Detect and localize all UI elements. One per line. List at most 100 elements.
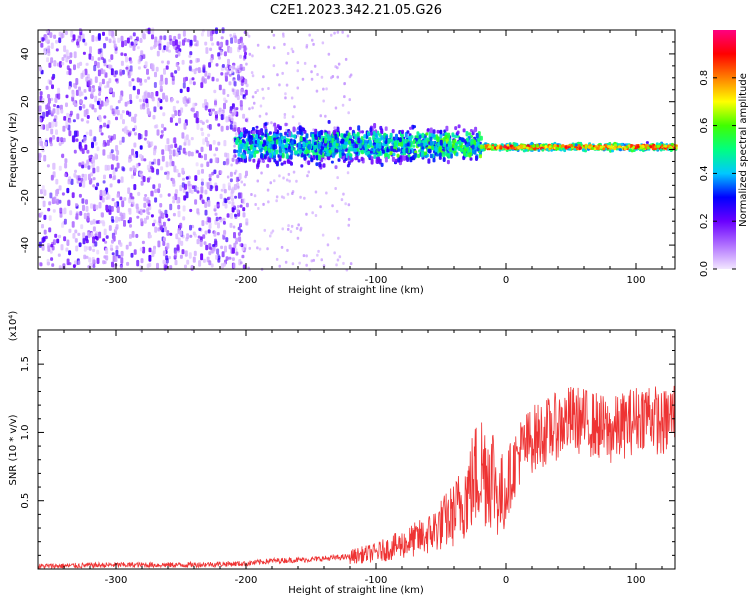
heatmap-cell bbox=[297, 223, 300, 227]
heatmap-cell bbox=[71, 192, 75, 199]
heatmap-cell bbox=[311, 211, 314, 215]
heatmap-cell bbox=[296, 61, 300, 65]
heatmap-cell bbox=[108, 78, 112, 84]
heatmap-cell bbox=[62, 125, 66, 132]
heatmap-cell bbox=[160, 130, 164, 134]
heatmap-cell bbox=[390, 145, 394, 152]
heatmap-cell bbox=[479, 154, 482, 159]
heatmap-cell bbox=[68, 250, 72, 256]
heatmap-cell bbox=[645, 141, 649, 145]
heatmap-cell bbox=[101, 219, 105, 225]
heatmap-cell bbox=[239, 77, 242, 81]
heatmap-cell bbox=[458, 147, 462, 151]
heatmap-cell bbox=[389, 138, 393, 142]
spectrogram-xlabel: Height of straight line (km) bbox=[288, 285, 424, 296]
heatmap-cell bbox=[68, 130, 72, 137]
heatmap-cell bbox=[47, 45, 51, 49]
heatmap-cell bbox=[505, 149, 509, 152]
heatmap-cell bbox=[273, 179, 276, 183]
heatmap-cell bbox=[98, 231, 102, 239]
heatmap-cell bbox=[354, 134, 358, 140]
heatmap-cell bbox=[252, 147, 256, 151]
heatmap-cell bbox=[307, 170, 310, 174]
heatmap-cell bbox=[394, 158, 398, 164]
heatmap-cell bbox=[225, 125, 229, 131]
heatmap-cell bbox=[306, 174, 309, 178]
heatmap-cell bbox=[210, 185, 214, 189]
heatmap-cell bbox=[348, 140, 352, 145]
heatmap-cell bbox=[223, 140, 227, 147]
heatmap-cell bbox=[413, 152, 417, 159]
heatmap-cell bbox=[65, 125, 69, 129]
heatmap-cell bbox=[299, 195, 302, 199]
heatmap-cell bbox=[282, 196, 286, 200]
heatmap-cell bbox=[220, 114, 224, 121]
heatmap-cell bbox=[591, 146, 595, 150]
heatmap-cell bbox=[238, 236, 242, 243]
heatmap-cell bbox=[178, 117, 182, 124]
heatmap-cell bbox=[439, 139, 443, 146]
heatmap-cell bbox=[234, 240, 238, 245]
heatmap-cell bbox=[177, 210, 181, 218]
heatmap-cell bbox=[287, 224, 290, 228]
heatmap-cell bbox=[614, 143, 617, 147]
heatmap-cell bbox=[111, 261, 114, 268]
heatmap-cell bbox=[278, 137, 282, 143]
heatmap-cell bbox=[239, 88, 243, 96]
heatmap-cell bbox=[384, 126, 388, 131]
heatmap-cell bbox=[104, 240, 108, 244]
heatmap-cell bbox=[211, 171, 215, 176]
heatmap-cell bbox=[175, 152, 179, 157]
heatmap-cell bbox=[193, 185, 197, 192]
heatmap-cell bbox=[177, 172, 181, 178]
heatmap-cell bbox=[121, 136, 125, 143]
heatmap-cell bbox=[476, 147, 480, 152]
heatmap-cell bbox=[343, 95, 346, 99]
heatmap-cell bbox=[204, 209, 208, 216]
heatmap-cell bbox=[417, 143, 421, 147]
heatmap-cell bbox=[110, 164, 114, 170]
heatmap-cell bbox=[165, 46, 169, 52]
colorbar-tick-label: 0.8 bbox=[699, 70, 710, 86]
heatmap-cell bbox=[50, 97, 54, 101]
snr-xlabel: Height of straight line (km) bbox=[288, 585, 424, 596]
heatmap-cell bbox=[73, 130, 77, 138]
spectrogram-y-tick-label: -40 bbox=[20, 237, 31, 253]
heatmap-cell bbox=[96, 166, 100, 173]
heatmap-cell bbox=[78, 90, 82, 97]
heatmap-cell bbox=[330, 160, 334, 164]
heatmap-cell bbox=[324, 114, 327, 118]
heatmap-cell bbox=[93, 108, 97, 113]
heatmap-cell bbox=[310, 259, 313, 263]
heatmap-cell bbox=[278, 156, 282, 160]
heatmap-cell bbox=[343, 133, 347, 138]
heatmap-cell bbox=[87, 231, 91, 239]
heatmap-cell bbox=[327, 52, 331, 56]
heatmap-cell bbox=[237, 39, 241, 45]
heatmap-cell bbox=[284, 131, 288, 136]
heatmap-cell bbox=[218, 107, 222, 113]
heatmap-cell bbox=[64, 30, 68, 36]
heatmap-cell bbox=[233, 184, 237, 191]
heatmap-cell bbox=[242, 198, 246, 205]
heatmap-cell bbox=[135, 203, 139, 210]
heatmap-cell bbox=[115, 116, 118, 121]
heatmap-cell bbox=[573, 147, 577, 151]
heatmap-cell bbox=[140, 50, 144, 55]
heatmap-cell bbox=[179, 88, 183, 94]
heatmap-cell bbox=[84, 96, 88, 100]
heatmap-cell bbox=[331, 204, 334, 208]
heatmap-cell bbox=[231, 89, 235, 93]
heatmap-cell bbox=[283, 139, 287, 144]
heatmap-cell bbox=[261, 132, 265, 136]
heatmap-cell bbox=[208, 173, 212, 178]
heatmap-cell bbox=[179, 222, 183, 229]
heatmap-cell bbox=[321, 146, 324, 151]
heatmap-cell bbox=[100, 132, 104, 136]
heatmap-cell bbox=[77, 260, 81, 265]
heatmap-cell bbox=[344, 57, 348, 61]
heatmap-cell bbox=[213, 89, 217, 94]
heatmap-cell bbox=[539, 144, 543, 147]
heatmap-cell bbox=[347, 203, 351, 207]
heatmap-cell bbox=[338, 255, 342, 259]
